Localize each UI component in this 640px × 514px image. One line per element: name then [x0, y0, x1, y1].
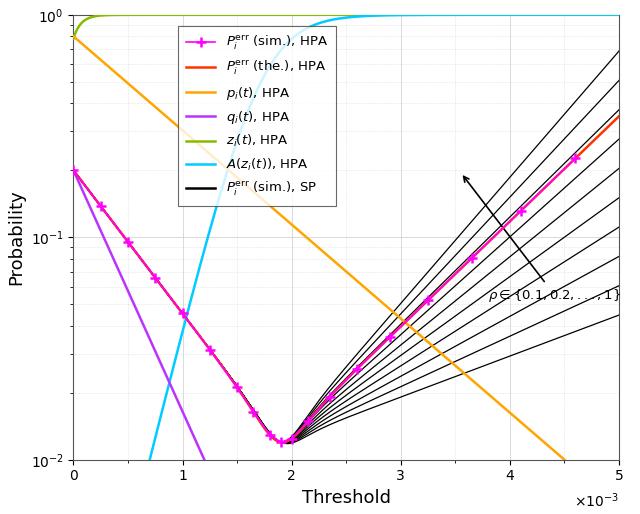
X-axis label: Threshold: Threshold — [301, 489, 391, 507]
Text: $\times10^{-3}$: $\times10^{-3}$ — [574, 491, 619, 509]
Legend: $P_i^{\rm err}$ (sim.), HPA, $P_i^{\rm err}$ (the.), HPA, $p_i(t)$, HPA, $q_i(t): $P_i^{\rm err}$ (sim.), HPA, $P_i^{\rm e… — [178, 26, 336, 206]
Text: $\rho\in\{0.1,0.2,...,1\}$: $\rho\in\{0.1,0.2,...,1\}$ — [463, 176, 621, 304]
Y-axis label: Probability: Probability — [7, 189, 25, 285]
